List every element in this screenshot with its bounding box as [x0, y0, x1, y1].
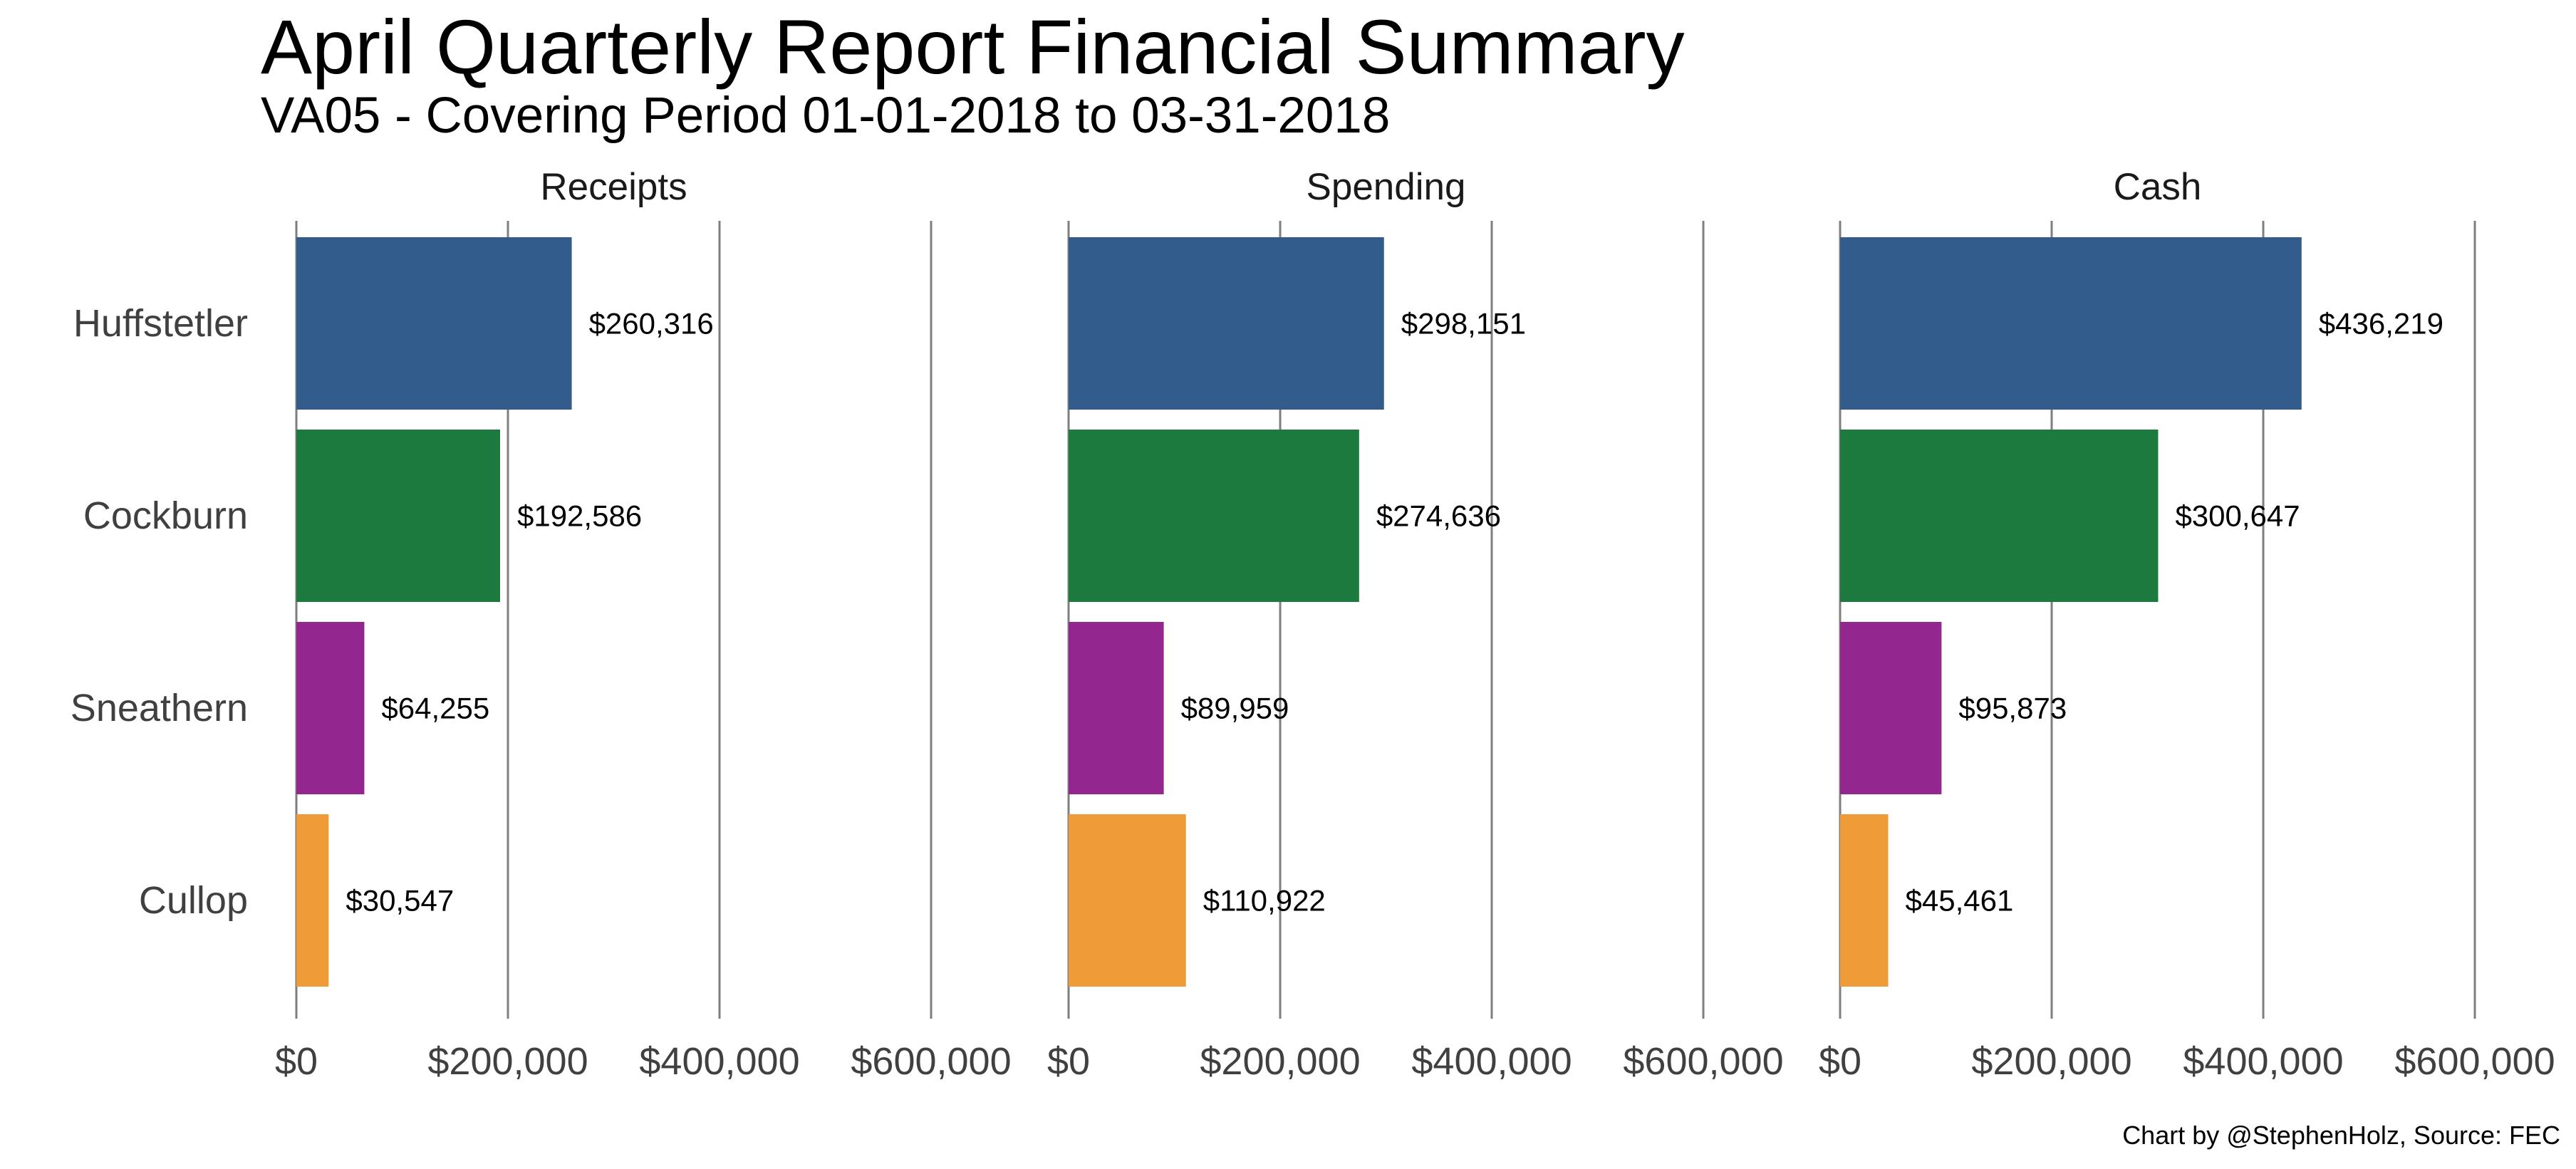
cash-x-tick-label-3: $600,000 — [2394, 1040, 2555, 1083]
cash-bar-cullop — [1840, 814, 1889, 987]
receipts-value-label-sneathern: $64,255 — [381, 692, 489, 725]
cash-value-label-cullop: $45,461 — [1906, 884, 2014, 918]
receipts-x-tick-label-0: $0 — [275, 1040, 318, 1083]
receipts-x-tick-label-2: $400,000 — [639, 1040, 799, 1083]
receipts-facet-title: Receipts — [540, 166, 687, 208]
cash-bar-cockburn — [1840, 430, 2159, 602]
cash-value-label-cockburn: $300,647 — [2175, 499, 2300, 533]
receipts-bar-cockburn — [296, 430, 500, 602]
cash-bar-sneathern — [1840, 622, 1942, 794]
category-label-cockburn: Cockburn — [83, 494, 248, 537]
receipts-bar-sneathern — [296, 622, 365, 794]
spending-facet-title: Spending — [1307, 166, 1466, 208]
spending-x-tick-label-2: $400,000 — [1411, 1040, 1572, 1083]
spending-value-label-cullop: $110,922 — [1203, 884, 1326, 918]
cash-x-tick-label-0: $0 — [1819, 1040, 1861, 1083]
receipts-value-label-cullop: $30,547 — [346, 884, 454, 918]
spending-bar-cockburn — [1069, 430, 1359, 602]
cash-x-tick-label-1: $200,000 — [1971, 1040, 2131, 1083]
receipts-x-tick-label-3: $600,000 — [851, 1040, 1011, 1083]
spending-x-tick-label-3: $600,000 — [1623, 1040, 1783, 1083]
category-label-cullop: Cullop — [139, 879, 248, 922]
receipts-bar-cullop — [296, 814, 329, 987]
receipts-x-tick-label-1: $200,000 — [427, 1040, 588, 1083]
receipts-value-label-cockburn: $192,586 — [517, 499, 642, 533]
chart-caption: Chart by @StephenHolz, Source: FEC — [2122, 1121, 2560, 1150]
cash-value-label-sneathern: $95,873 — [1958, 692, 2067, 725]
chart-title: April Quarterly Report Financial Summary — [261, 4, 1685, 90]
spending-value-label-huffstetler: $298,151 — [1401, 307, 1526, 341]
receipts-bar-huffstetler — [296, 237, 572, 410]
cash-bar-huffstetler — [1840, 237, 2302, 410]
spending-bar-cullop — [1069, 814, 1186, 987]
spending-x-tick-label-1: $200,000 — [1200, 1040, 1360, 1083]
spending-x-tick-label-0: $0 — [1047, 1040, 1090, 1083]
spending-bar-sneathern — [1069, 622, 1164, 794]
category-label-huffstetler: Huffstetler — [73, 302, 248, 345]
cash-facet-title: Cash — [2114, 166, 2202, 208]
receipts-value-label-huffstetler: $260,316 — [589, 307, 714, 341]
cash-value-label-huffstetler: $436,219 — [2319, 307, 2443, 341]
spending-value-label-cockburn: $274,636 — [1376, 499, 1501, 533]
category-label-sneathern: Sneathern — [71, 687, 248, 729]
spending-value-label-sneathern: $89,959 — [1181, 692, 1289, 725]
cash-x-tick-label-2: $400,000 — [2183, 1040, 2343, 1083]
chart-subtitle: VA05 - Covering Period 01-01-2018 to 03-… — [261, 88, 1391, 144]
spending-bar-huffstetler — [1069, 237, 1384, 410]
